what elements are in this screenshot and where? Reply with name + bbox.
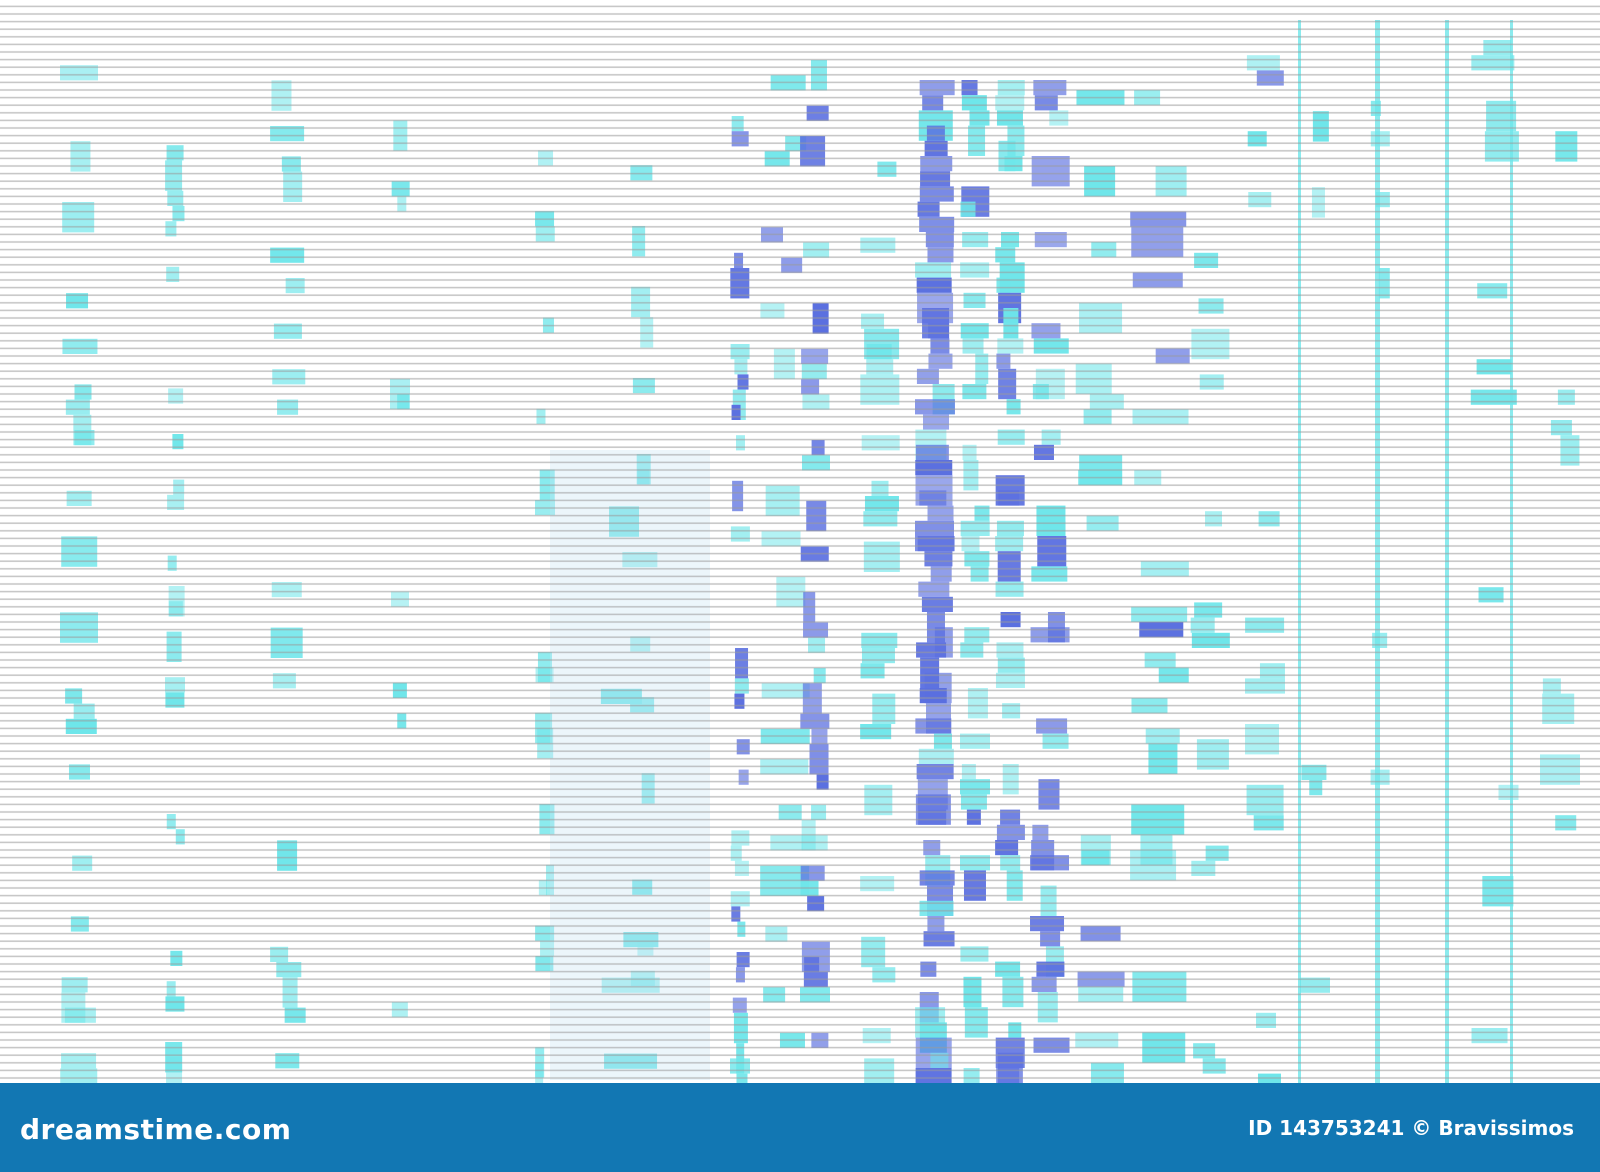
author: © Bravissimos <box>1411 1116 1574 1140</box>
image-id: ID 143753241 <box>1248 1116 1405 1140</box>
logo: dreamstime.com <box>20 1113 292 1146</box>
footer-bar: dreamstime.com ID 143753241 © Bravissimo… <box>0 1083 1600 1172</box>
credit: ID 143753241 © Bravissimos <box>1248 1116 1574 1140</box>
scanlines <box>0 0 1600 1083</box>
glitch-art <box>0 0 1600 1083</box>
